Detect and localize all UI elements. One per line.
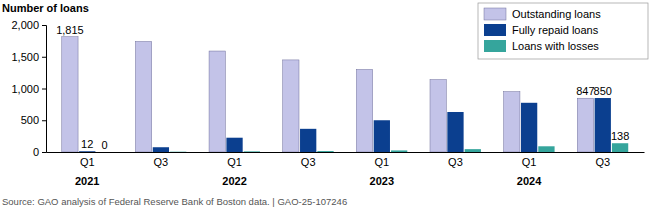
legend-label: Loans with losses: [512, 40, 599, 52]
legend-entry: Fully repaid loans: [484, 24, 599, 36]
data-label: 850: [594, 85, 612, 97]
y-tick-mark: [42, 152, 46, 153]
x-tick: Q3: [154, 152, 169, 168]
y-tick: 0: [33, 146, 46, 158]
x-axis-line: [47, 152, 645, 153]
x-tick: Q3: [448, 152, 463, 168]
x-tick: Q3: [301, 152, 316, 168]
x-tick: Q1: [227, 152, 242, 168]
bar: [356, 69, 372, 152]
y-tick-label: 0: [33, 146, 39, 158]
y-axis-title: Number of loans: [2, 2, 89, 14]
y-axis: 0 500 1,000 1,500 2,000: [11, 19, 46, 158]
y-tick-label: 500: [21, 114, 39, 126]
x-tick-label: Q1: [80, 156, 95, 168]
year-label: 2023: [370, 175, 394, 187]
bar: [135, 42, 151, 152]
bar: [62, 37, 78, 152]
y-tick: 2,000: [11, 19, 46, 31]
y-tick-label: 1,500: [11, 51, 39, 63]
data-label: 138: [611, 130, 629, 142]
data-label: 847: [576, 85, 594, 97]
bar: [391, 150, 407, 152]
y-tick-label: 1,000: [11, 83, 39, 95]
source-note: Source: GAO analysis of Federal Reserve …: [2, 196, 347, 207]
legend-swatch: [484, 40, 506, 52]
y-tick-mark: [42, 120, 46, 121]
legend-box: [478, 3, 648, 59]
y-tick: 500: [21, 114, 46, 126]
data-label: 1,815: [56, 24, 84, 36]
x-tick-label: Q1: [374, 156, 389, 168]
legend-entry: Outstanding loans: [484, 8, 601, 20]
x-tick-label: Q1: [227, 156, 242, 168]
year-labels: 2021 2022 2023 2024: [75, 175, 542, 187]
bar: [79, 151, 95, 152]
x-tick-label: Q1: [522, 156, 537, 168]
chart: 0 500 1,000 1,500 2,000 1,815 847 12 850 0 138 Q1 Q3…: [0, 0, 650, 209]
y-tick-mark: [42, 25, 46, 26]
bar: [153, 147, 169, 152]
legend-swatch: [484, 8, 506, 20]
legend-label: Fully repaid loans: [512, 24, 599, 36]
bar: [300, 129, 316, 152]
x-tick: Q1: [374, 152, 389, 168]
bar-series: [79, 98, 611, 152]
bar: [447, 112, 463, 152]
bar: [504, 92, 520, 152]
x-tick-label: Q3: [301, 156, 316, 168]
legend-label: Outstanding loans: [512, 8, 601, 20]
bar-series: [170, 143, 628, 152]
legend-entry: Loans with losses: [484, 40, 599, 52]
bar: [244, 151, 260, 152]
legend: Outstanding loans Fully repaid loans Loans…: [478, 3, 648, 59]
legend-swatch: [484, 24, 506, 36]
x-tick-label: Q3: [595, 156, 610, 168]
bar: [612, 143, 628, 152]
y-tick: 1,000: [11, 83, 46, 95]
x-tick: Q3: [595, 152, 610, 168]
bar: [170, 151, 186, 152]
bar: [374, 120, 390, 152]
data-label: 12: [81, 138, 93, 150]
bar: [465, 149, 481, 152]
plot: 0 500 1,000 1,500 2,000 1,815 847 12 850 0 138 Q1 Q3…: [11, 19, 644, 187]
y-tick-label: 2,000: [11, 19, 39, 31]
bar: [521, 103, 537, 152]
x-tick-label: Q3: [448, 156, 463, 168]
year-label: 2021: [75, 175, 99, 187]
y-tick: 1,500: [11, 51, 46, 63]
x-axis: Q1 Q3 Q1 Q3 Q1 Q3 Q1 Q3: [47, 152, 645, 168]
bar: [595, 98, 611, 152]
bar: [577, 98, 593, 152]
y-axis-line: [42, 26, 47, 153]
x-tick: Q1: [80, 152, 95, 168]
year-label: 2022: [222, 175, 246, 187]
y-tick-mark: [42, 89, 46, 90]
year-label: 2024: [517, 175, 542, 187]
x-tick: Q1: [522, 152, 537, 168]
data-label: 0: [102, 139, 108, 151]
x-tick-label: Q3: [154, 156, 169, 168]
bar: [283, 60, 299, 152]
data-labels: 1,815 847 12 850 0 138: [56, 24, 629, 151]
y-tick-mark: [42, 57, 46, 58]
bar: [209, 51, 225, 152]
bar: [538, 146, 554, 152]
bar: [226, 138, 242, 152]
bar: [317, 151, 333, 152]
bar: [430, 80, 446, 152]
